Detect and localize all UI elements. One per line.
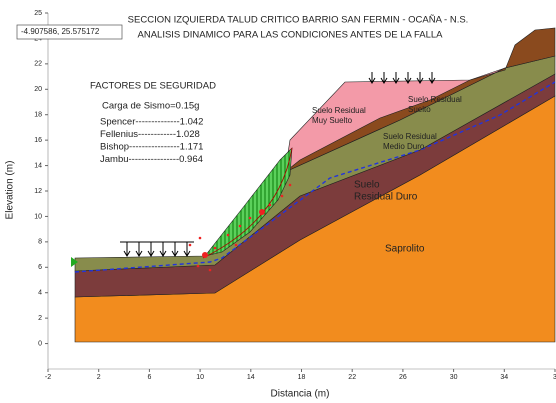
seismic-load: Carga de Sismo=0.15g [102, 101, 199, 112]
tooltip: -4.907586, 25.575172 [21, 27, 100, 36]
safety-factor: Spencer--------------1.042 [100, 117, 203, 128]
y-tick-label: 25 [34, 10, 42, 17]
center-dot [281, 195, 284, 198]
layer-label: Muy Suelto [312, 116, 353, 125]
x-tick-label: -2 [45, 374, 51, 381]
safety-factor: Fellenius------------1.028 [100, 129, 200, 140]
layer-label: Suelo Residual [383, 132, 437, 141]
x-tick-label: 22 [348, 374, 356, 381]
y-axis-label: Elevation (m) [5, 161, 16, 220]
y-tick-label: 16 [34, 137, 42, 144]
chart: 02468101214161820222425-2261014182226303… [0, 0, 556, 403]
layer-label: Suelto [408, 105, 431, 114]
center-dot [227, 234, 230, 237]
x-axis-label: Distancia (m) [271, 389, 330, 400]
y-tick-label: 20 [34, 86, 42, 93]
safety-title: FACTORES DE SEGURIDAD [90, 81, 216, 92]
center-dot [235, 244, 238, 247]
center-dot [209, 269, 212, 272]
chart-title: SECCION IZQUIERDA TALUD CRITICO BARRIO S… [128, 15, 469, 26]
x-tick-label: 2 [97, 374, 101, 381]
layer-label: Suelo Residual [312, 106, 366, 115]
center-dot [189, 244, 192, 247]
x-tick-label: 26 [399, 374, 407, 381]
layer-label: Saprolito [385, 244, 425, 255]
center-dot [199, 237, 202, 240]
layer-label: Suelo [354, 180, 380, 191]
center-dot [214, 247, 217, 250]
y-tick-label: 10 [34, 213, 42, 220]
layer-label: Residual Duro [354, 192, 418, 203]
layer-label: Suelo Residual [408, 95, 462, 104]
y-tick-label: 0 [38, 340, 42, 347]
layer-label: Medio Duro [383, 142, 425, 151]
y-tick-label: 18 [34, 112, 42, 119]
y-tick-label: 4 [38, 290, 42, 297]
x-tick-label: 10 [196, 374, 204, 381]
center-dot [197, 265, 200, 268]
center-dot [269, 204, 272, 207]
x-tick-label: 30 [450, 374, 458, 381]
layers [71, 28, 555, 342]
safety-factor: Jambu----------------0.964 [100, 154, 203, 165]
y-tick-label: 14 [34, 162, 42, 169]
x-tick-label: 14 [247, 374, 255, 381]
y-tick-label: 12 [34, 188, 42, 195]
center-dot [289, 184, 292, 187]
y-tick-label: 22 [34, 61, 42, 68]
center-dot [202, 252, 208, 258]
y-tick-label: 6 [38, 264, 42, 271]
safety-factor: Bishop----------------1.171 [100, 142, 203, 153]
center-dot [249, 217, 252, 220]
y-tick-label: 8 [38, 239, 42, 246]
center-dot [239, 225, 242, 228]
x-tick-label: 6 [147, 374, 151, 381]
x-tick-label: 34 [500, 374, 508, 381]
center-dot [259, 209, 265, 215]
chart-subtitle: ANALISIS DINAMICO PARA LAS CONDICIONES A… [138, 30, 444, 41]
x-tick-label: 18 [298, 374, 306, 381]
y-tick-label: 2 [38, 315, 42, 322]
